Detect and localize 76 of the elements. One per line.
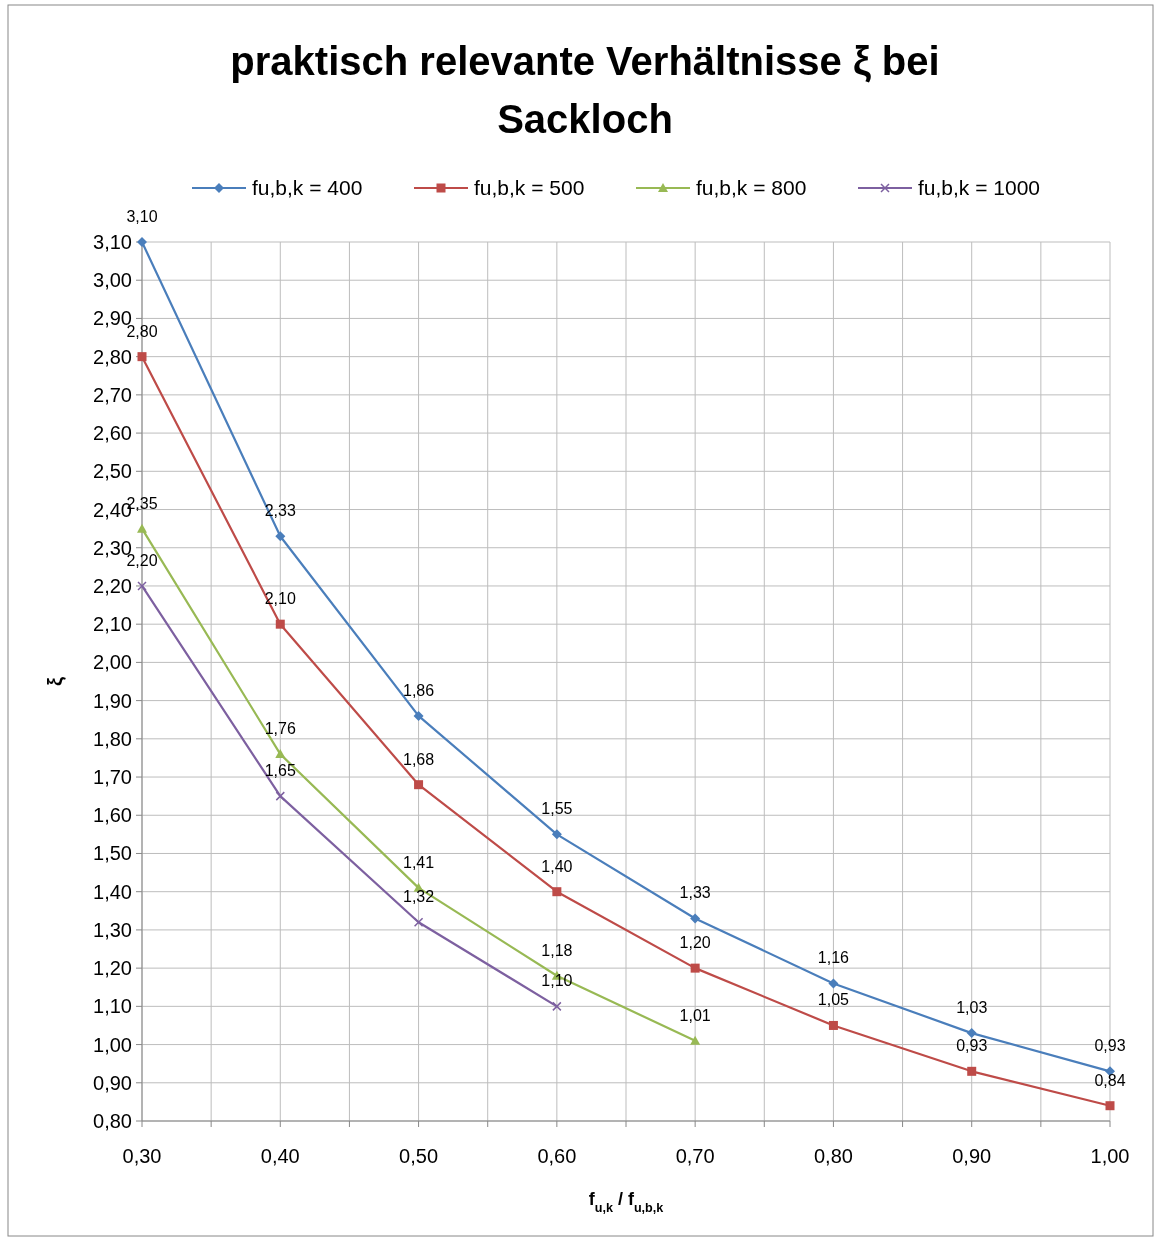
data-label: 1,65 <box>264 762 296 780</box>
x-tick-label: 0,80 <box>813 1145 853 1167</box>
point <box>413 917 424 928</box>
data-label: 1,33 <box>679 884 711 902</box>
point <box>551 829 562 840</box>
data-label: 1,68 <box>403 750 435 768</box>
y-tick-label: 3,10 <box>93 231 132 253</box>
y-tick-label: 2,80 <box>93 345 132 368</box>
y-tick-label: 2,10 <box>93 613 132 636</box>
y-tick-label: 1,60 <box>93 804 132 827</box>
data-label: 1,55 <box>541 800 573 818</box>
point <box>966 1028 977 1039</box>
point <box>690 963 700 973</box>
point <box>828 1020 838 1030</box>
legend-label: fu,b,k = 400 <box>252 176 363 200</box>
point <box>690 1035 701 1045</box>
y-tick-label: 2,50 <box>93 460 132 483</box>
data-label: 3,10 <box>126 208 158 225</box>
y-axis-title: ξ <box>44 676 66 686</box>
y-tick-label: 1,80 <box>93 727 132 750</box>
legend-label: fu,b,k = 500 <box>474 176 585 200</box>
data-label: 1,01 <box>679 1006 711 1024</box>
data-label: 1,16 <box>817 949 850 967</box>
data-label: 1,03 <box>956 999 988 1017</box>
x-axis-title: f$_{u,k}$ / f$_{u,b,k}$ <box>588 1189 665 1215</box>
point <box>275 791 286 801</box>
y-tick-label: 1,50 <box>93 842 132 865</box>
x-tick-label: 0,90 <box>952 1145 992 1167</box>
y-tick-label: 1,20 <box>93 957 132 980</box>
data-label: 1,05 <box>817 991 850 1009</box>
point <box>413 710 424 721</box>
y-tick-label: 3,00 <box>93 269 132 292</box>
chart-title: praktisch relevante Verhältnisse ξ bei Sackloch <box>230 39 940 141</box>
point <box>275 749 286 759</box>
legend-label: fu,b,k = 800 <box>696 176 807 200</box>
data-label: 1,20 <box>679 934 711 952</box>
y-tick-label: 1,40 <box>93 880 132 903</box>
data-label: 0,93 <box>956 1037 988 1055</box>
y-tick-label: 1,70 <box>93 766 132 789</box>
x-tick-label: 0,50 <box>399 1145 439 1167</box>
x-tick-label: 0,60 <box>537 1145 577 1167</box>
data-label: 1,76 <box>264 720 296 738</box>
point <box>414 780 424 790</box>
x-tick-label: 0,40 <box>260 1145 300 1167</box>
x-tick-label: 1,00 <box>1090 1145 1130 1167</box>
point <box>690 913 701 924</box>
y-tick-label: 0,90 <box>93 1071 132 1094</box>
point <box>828 978 839 989</box>
data-label: 0,93 <box>1094 1037 1126 1055</box>
y-tick-label: 0,80 <box>93 1110 132 1132</box>
point <box>275 531 286 542</box>
data-label: 0,84 <box>1094 1071 1126 1089</box>
data-label: 1,32 <box>403 888 435 906</box>
point <box>1105 1101 1115 1111</box>
legend-label: fu,b,k = 1000 <box>918 176 1041 200</box>
point <box>552 1001 562 1012</box>
y-tick-label: 1,10 <box>93 995 132 1018</box>
x-tick-label: 0,70 <box>675 1145 715 1167</box>
y-tick-label: 2,60 <box>93 422 132 445</box>
y-tick-label: 2,00 <box>93 651 132 674</box>
point <box>137 581 147 591</box>
y-tick-label: 1,00 <box>93 1033 132 1056</box>
point <box>137 523 147 533</box>
x-tick-label: 0,30 <box>122 1145 162 1167</box>
y-tick-label: 2,20 <box>93 574 132 597</box>
y-tick-label: 1,90 <box>93 689 132 712</box>
point <box>275 619 285 629</box>
point <box>552 887 562 897</box>
data-label: 1,18 <box>541 941 573 959</box>
point <box>967 1066 977 1076</box>
data-label: 1,40 <box>541 857 573 875</box>
y-tick-label: 2,70 <box>93 383 132 406</box>
data-label: 1,41 <box>403 853 435 871</box>
data-label: 1,86 <box>403 681 435 699</box>
point <box>137 352 147 362</box>
y-tick-label: 1,30 <box>93 918 132 941</box>
